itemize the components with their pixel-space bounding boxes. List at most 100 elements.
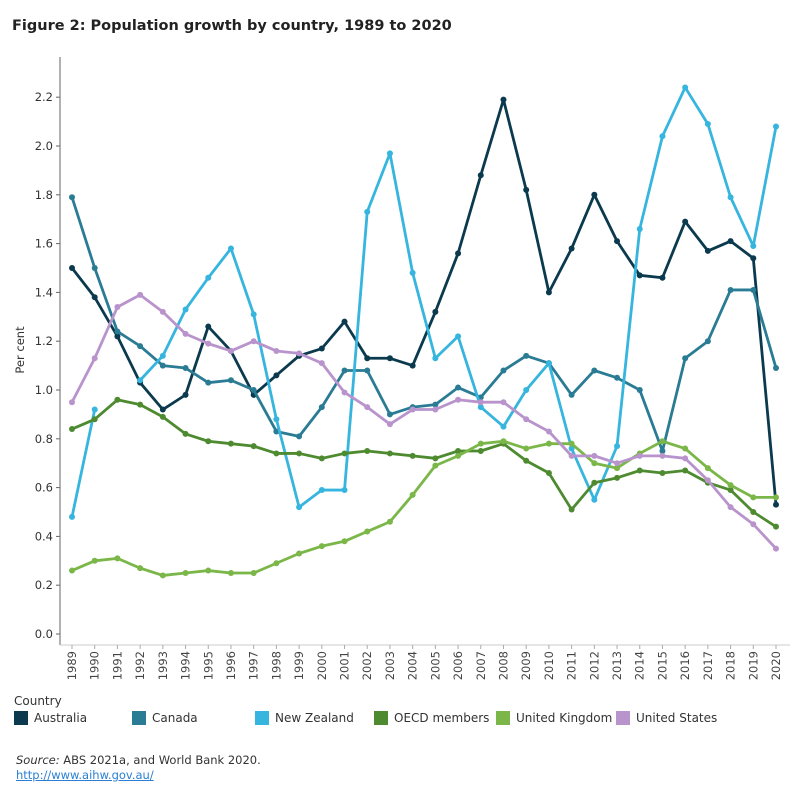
data-point bbox=[704, 121, 711, 128]
data-point bbox=[69, 426, 75, 433]
data-point bbox=[341, 389, 348, 396]
source-note: Source: ABS 2021a, and World Bank 2020. bbox=[16, 753, 261, 767]
data-point bbox=[773, 365, 779, 372]
data-point bbox=[432, 308, 439, 315]
y-tick-label: 0.0 bbox=[35, 627, 53, 641]
legend-item[interactable]: Canada bbox=[132, 711, 198, 725]
data-point bbox=[182, 570, 189, 576]
data-point bbox=[682, 467, 689, 474]
data-point bbox=[750, 255, 757, 262]
data-point bbox=[568, 452, 575, 459]
data-point bbox=[659, 448, 666, 454]
data-point bbox=[614, 238, 621, 245]
data-point bbox=[182, 330, 189, 337]
data-point bbox=[432, 401, 439, 408]
legend-item[interactable]: OECD members bbox=[374, 711, 489, 725]
data-point bbox=[91, 416, 98, 423]
x-tick-label: 2020 bbox=[769, 651, 783, 680]
data-point bbox=[386, 518, 393, 525]
y-tick-label: 2.0 bbox=[35, 139, 53, 153]
data-point bbox=[682, 355, 689, 362]
y-tick-label: 1.6 bbox=[35, 237, 53, 251]
data-point bbox=[341, 450, 348, 457]
y-axis-label: Per cent bbox=[13, 326, 27, 374]
legend-label: United Kingdom bbox=[516, 711, 613, 725]
x-tick-label: 2009 bbox=[519, 651, 533, 680]
data-point bbox=[205, 379, 212, 386]
legend-label: Canada bbox=[152, 711, 198, 725]
legend-label: New Zealand bbox=[275, 711, 354, 725]
data-point bbox=[250, 443, 257, 450]
x-tick-label: 1990 bbox=[88, 651, 102, 680]
x-tick-label: 2004 bbox=[406, 651, 420, 680]
data-point bbox=[704, 338, 711, 345]
series-line bbox=[70, 293, 778, 550]
legend-swatch bbox=[616, 711, 630, 725]
legend-item[interactable]: New Zealand bbox=[255, 711, 354, 725]
data-point bbox=[205, 567, 212, 574]
data-point bbox=[341, 367, 348, 374]
data-point bbox=[727, 487, 734, 494]
data-point bbox=[568, 245, 575, 252]
data-point bbox=[614, 465, 621, 472]
data-point bbox=[455, 384, 462, 391]
data-point bbox=[386, 355, 393, 362]
data-point bbox=[409, 362, 416, 369]
data-point bbox=[364, 355, 371, 362]
data-point bbox=[704, 465, 711, 472]
data-point bbox=[318, 455, 325, 462]
legend-label: Australia bbox=[34, 711, 88, 725]
data-point bbox=[682, 218, 689, 225]
data-point bbox=[137, 565, 144, 572]
data-point bbox=[500, 438, 507, 445]
data-point bbox=[500, 96, 507, 103]
legend-item[interactable]: United Kingdom bbox=[496, 711, 612, 725]
data-point bbox=[500, 367, 507, 374]
data-point bbox=[455, 452, 462, 459]
x-tick-label: 2018 bbox=[724, 651, 738, 680]
source-text: ABS 2021a, and World Bank 2020. bbox=[59, 753, 261, 767]
data-point bbox=[455, 396, 462, 403]
data-point bbox=[568, 506, 575, 513]
series-line bbox=[70, 98, 778, 505]
data-point bbox=[296, 450, 303, 457]
data-point bbox=[614, 443, 621, 450]
data-point bbox=[364, 208, 371, 215]
x-tick-label: 2010 bbox=[542, 651, 556, 680]
series-united-states bbox=[69, 291, 779, 552]
legend-item[interactable]: United States bbox=[616, 711, 717, 725]
data-point bbox=[69, 194, 75, 201]
legend-title: Country bbox=[14, 694, 62, 708]
legend-swatch bbox=[496, 711, 510, 725]
legend-item[interactable]: Australia bbox=[14, 711, 87, 725]
data-point bbox=[227, 347, 234, 354]
data-point bbox=[727, 286, 734, 293]
data-point bbox=[500, 399, 507, 406]
series-australia bbox=[69, 96, 779, 508]
data-point bbox=[523, 387, 530, 393]
data-point bbox=[636, 467, 643, 474]
data-point bbox=[273, 372, 280, 379]
data-point bbox=[477, 440, 484, 447]
data-point bbox=[523, 352, 530, 359]
data-point bbox=[114, 304, 121, 311]
data-point bbox=[386, 411, 393, 418]
x-tick-label: 2019 bbox=[746, 651, 760, 680]
series-oecd-members bbox=[69, 396, 779, 530]
data-point bbox=[477, 172, 484, 179]
aihw-link[interactable]: http://www.aihw.gov.au/ bbox=[16, 768, 154, 782]
x-tick-label: 1992 bbox=[133, 651, 147, 680]
data-point bbox=[568, 391, 575, 398]
series-line bbox=[70, 196, 778, 453]
data-point bbox=[773, 545, 779, 552]
data-point bbox=[477, 448, 484, 454]
data-point bbox=[296, 350, 303, 357]
data-point bbox=[318, 360, 325, 367]
series-line bbox=[70, 409, 97, 518]
data-point bbox=[523, 445, 530, 452]
data-point bbox=[659, 438, 666, 445]
data-point bbox=[69, 513, 75, 520]
data-point bbox=[159, 572, 166, 579]
data-point bbox=[659, 469, 666, 476]
x-tick-label: 1999 bbox=[292, 651, 306, 680]
